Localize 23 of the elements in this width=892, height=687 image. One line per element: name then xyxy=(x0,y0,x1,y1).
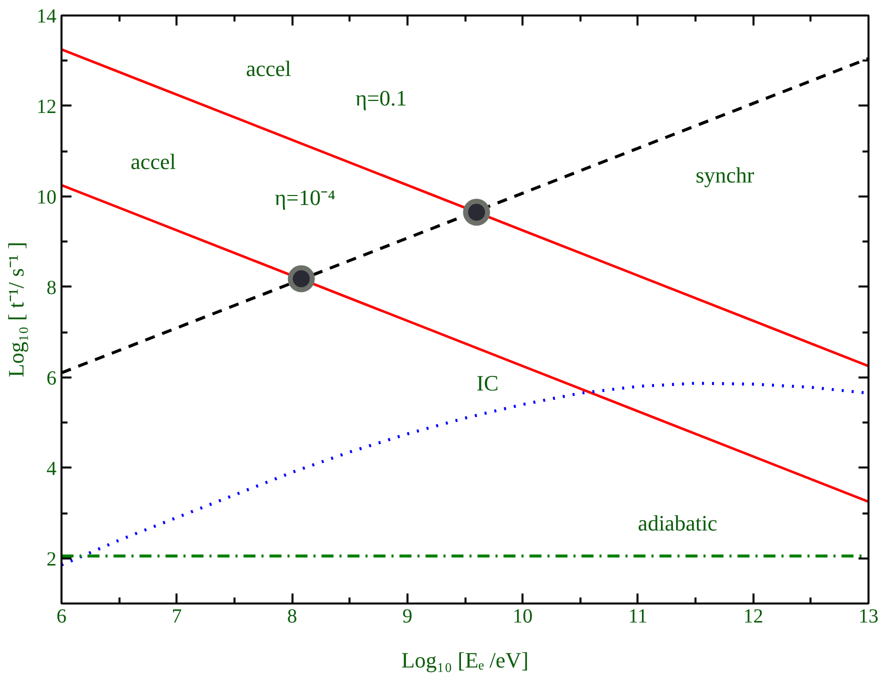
y-tick-label: 6 xyxy=(46,367,56,390)
series-label: accel xyxy=(130,148,176,174)
x-tick-label: 9 xyxy=(402,606,412,628)
x-tick-label: 12 xyxy=(743,606,764,628)
x-tick-label: 13 xyxy=(858,606,878,628)
x-tick-label: 7 xyxy=(172,606,182,628)
series-label: adiabatic xyxy=(638,510,718,536)
y-tick-label: 12 xyxy=(36,96,56,118)
y-tick-label: 4 xyxy=(46,458,56,480)
series-label: IC xyxy=(476,370,499,396)
y-tick-label: 10 xyxy=(36,186,56,208)
y-tick-label: 14 xyxy=(36,6,56,28)
x-tick-label: 8 xyxy=(287,606,298,628)
y-tick-label: 2 xyxy=(46,548,56,570)
x-tick-label: 10 xyxy=(512,606,533,628)
y-tick-label: 8 xyxy=(46,276,56,299)
annotation: η=10⁻⁴ xyxy=(274,184,336,210)
series-label: synchr xyxy=(696,162,755,188)
annotation: η=0.1 xyxy=(355,85,407,110)
series-label: accel xyxy=(246,56,292,82)
x-axis-title: Log₁₀ [Eₑ /eV] xyxy=(401,648,529,672)
y-axis-title: Log₁₀ [ t⁻¹/ s⁻¹ ] xyxy=(4,242,28,378)
x-tick-label: 11 xyxy=(628,606,648,628)
